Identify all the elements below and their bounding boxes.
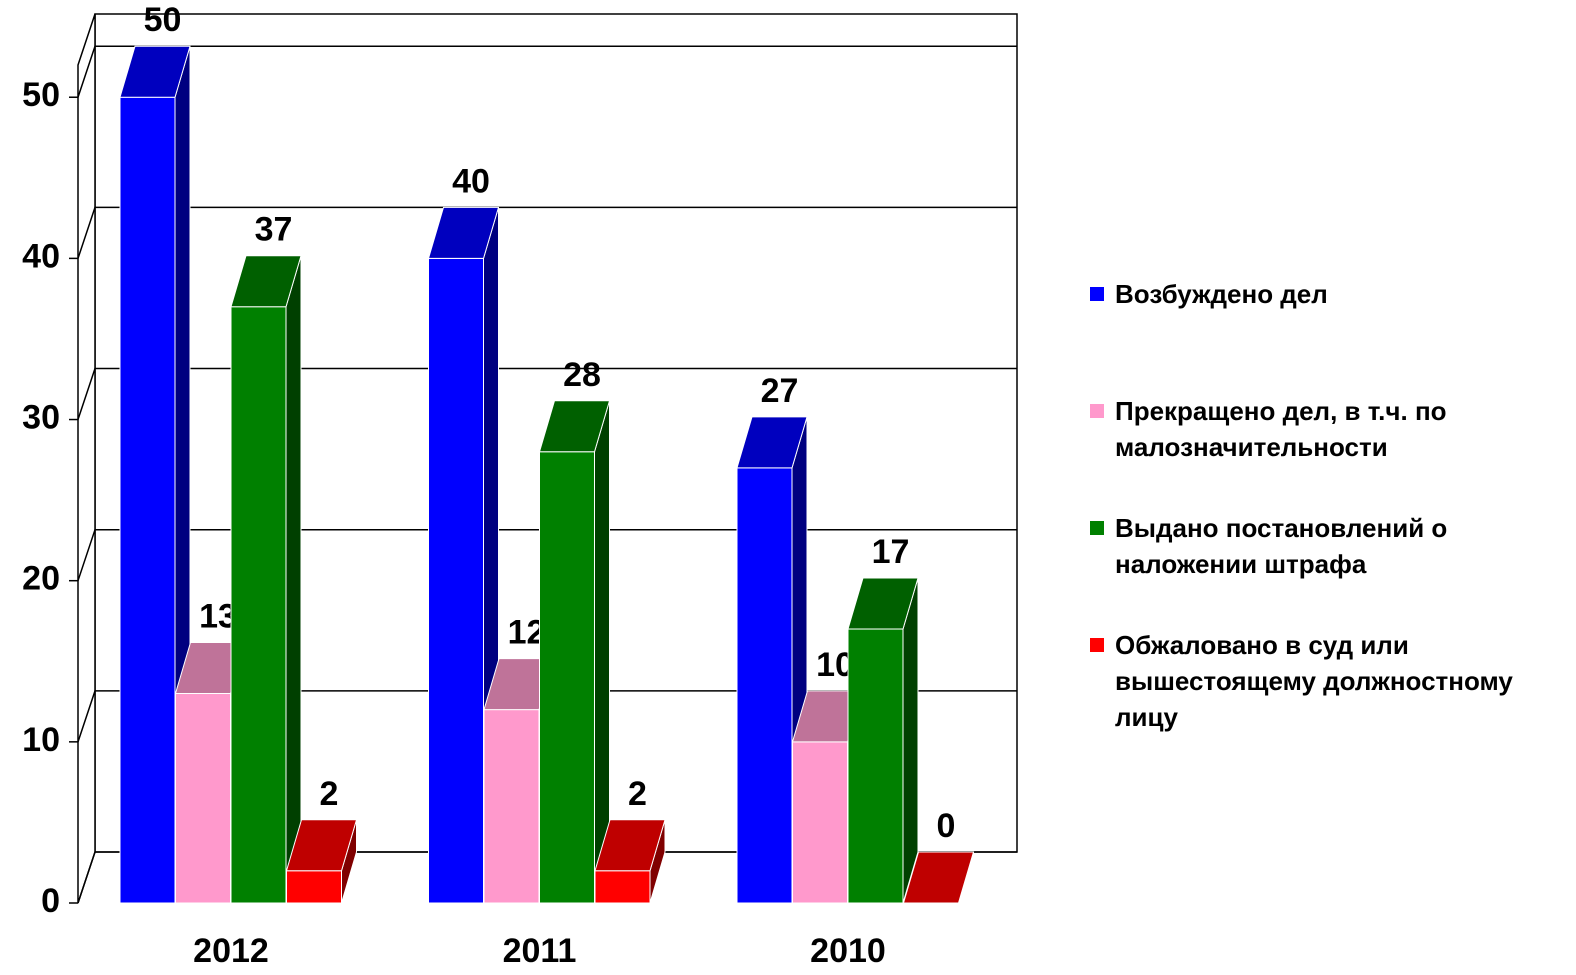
- data-label: 40: [452, 162, 490, 200]
- side-wall: [77, 13, 96, 904]
- legend-item: Обжаловано в суд или вышестоящему должно…: [1090, 627, 1570, 735]
- bar-top: [902, 851, 975, 904]
- y-tick-label: 20: [22, 560, 60, 598]
- bar-side: [285, 255, 302, 904]
- bar: [847, 577, 919, 904]
- legend-swatch: [1090, 638, 1104, 652]
- bar-top: [285, 819, 358, 872]
- y-tick-label: 0: [41, 882, 60, 920]
- grid-line: [77, 690, 1017, 743]
- grid-line: [77, 45, 1017, 98]
- bar-front: [483, 709, 540, 904]
- bar-top: [427, 206, 500, 259]
- legend-item: Прекращено дел, в т.ч. по малозначительн…: [1090, 393, 1570, 465]
- data-label: 28: [563, 356, 601, 394]
- bar: [230, 255, 302, 904]
- bar: [285, 819, 358, 904]
- data-label: 2: [628, 775, 647, 813]
- legend-label: Прекращено дел, в т.ч. по малозначительн…: [1115, 396, 1447, 462]
- bar-top: [119, 45, 191, 98]
- bar: [538, 400, 611, 904]
- bar-front: [175, 693, 231, 904]
- data-label: 50: [144, 1, 182, 39]
- legend-item: Возбуждено дел: [1090, 276, 1570, 312]
- data-label: 27: [761, 372, 799, 410]
- bar-front: [119, 96, 176, 904]
- data-label: 0: [937, 807, 956, 845]
- bar-front: [539, 451, 595, 904]
- bar-front: [230, 306, 287, 904]
- bar-front: [428, 257, 484, 904]
- legend-label: Выдано постановлений о наложении штрафа: [1115, 513, 1448, 579]
- grid-line: [77, 851, 1017, 904]
- y-tick-label: 50: [22, 76, 60, 114]
- bar-top: [538, 400, 611, 453]
- grid-line: [77, 528, 1017, 581]
- bar: [902, 851, 975, 904]
- bar-front: [286, 870, 342, 904]
- x-tick-label: 2012: [193, 932, 269, 970]
- legend-item: Выдано постановлений о наложении штрафа: [1090, 510, 1570, 582]
- legend-label: Обжаловано в суд или вышестоящему должно…: [1115, 630, 1513, 732]
- data-label: 37: [255, 211, 293, 249]
- legend-swatch: [1090, 404, 1104, 418]
- grid-line: [77, 367, 1017, 420]
- bar-front: [792, 741, 848, 904]
- y-tick-label: 10: [22, 721, 60, 759]
- bar-top: [230, 255, 302, 308]
- bar-top: [847, 577, 919, 630]
- legend-label: Возбуждено дел: [1115, 279, 1328, 309]
- bar-front: [594, 870, 651, 904]
- legend-swatch: [1090, 287, 1104, 301]
- x-tick-label: 2010: [810, 932, 886, 970]
- bar-top: [736, 416, 808, 469]
- x-tick-label: 2011: [503, 932, 577, 970]
- y-tick-label: 40: [22, 237, 60, 275]
- bar-front: [736, 467, 793, 904]
- y-tick-label: 30: [22, 399, 60, 437]
- bar-side: [902, 577, 919, 904]
- bar: [594, 819, 666, 904]
- legend-swatch: [1090, 521, 1104, 535]
- bar-top: [594, 819, 666, 872]
- bar: [427, 206, 500, 904]
- grid-line: [77, 206, 1017, 259]
- bar-front: [847, 628, 904, 904]
- data-label: 2: [320, 775, 339, 813]
- data-label: 17: [872, 533, 910, 571]
